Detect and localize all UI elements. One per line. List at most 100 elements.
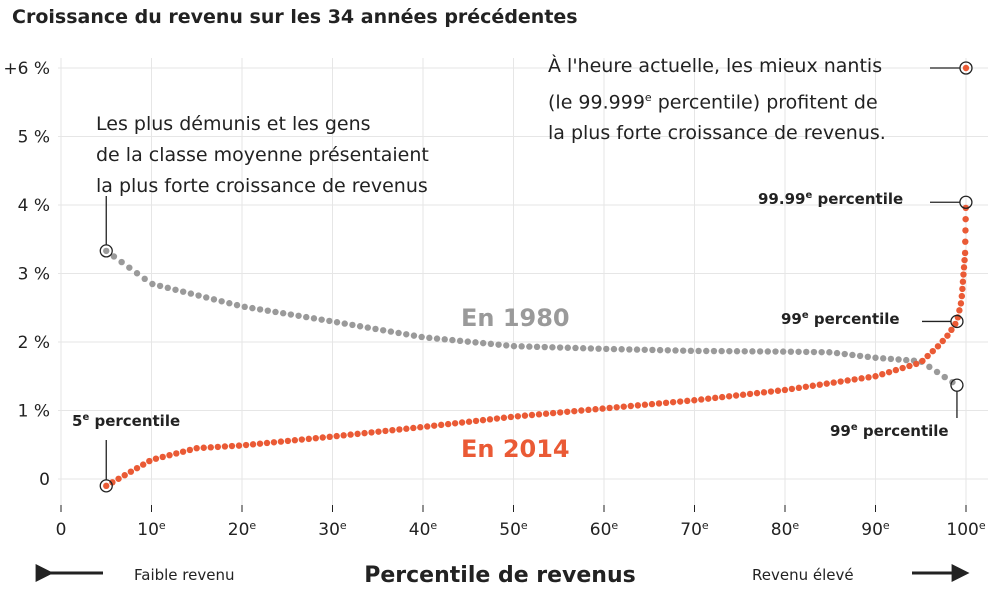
series-1980-dot [249,304,256,312]
series-2014-dot [781,386,789,394]
series-2014-dot [961,256,968,264]
series-1980-dot [141,275,148,283]
series-1980-dot [633,346,641,353]
series-2014-dot [152,455,160,462]
series-2014-dot [960,264,968,271]
series-2014-dot [319,434,326,441]
series-2014-dot [844,377,851,384]
series-2014-dot [684,397,691,405]
series-2014-dot [521,412,529,419]
series-2014-dot [698,396,705,403]
series-2014-dot [957,300,965,307]
y-tick-label: 2 % [18,333,50,353]
series-2014-dot [173,450,180,457]
series-2014-dot [816,381,823,388]
series-1980-dot [510,342,518,350]
x-tick-label: 40e [409,519,438,540]
label-99-percentile-2014: 99e percentile [781,310,900,328]
series-2014-dot [739,391,747,398]
series-1980-dot [495,341,502,348]
series-2014-dot [865,374,872,381]
series-2014-dot [221,443,229,450]
x-tick-label: 30e [318,519,347,540]
series-1980-dot [110,253,118,260]
label-9999-suffix: percentile [812,190,904,208]
series-2014-dot [410,424,417,432]
series-2014-dot [326,433,333,441]
series-2014-dot [892,366,900,374]
series-2014-dot [354,430,361,438]
series-1980-dot [741,348,748,355]
series-2014-dot [599,405,606,412]
series-2014-dot [725,393,733,400]
series-1980-dot [210,296,218,303]
series-2014-dot [542,410,550,417]
series-2014-dot [193,444,200,452]
label-9999-number: 99.99 [758,190,806,208]
series-1980-dot [649,346,656,354]
series-2014-dot [514,413,522,420]
series-1980-dot [503,342,510,349]
series-1980-dot [195,292,202,299]
series-2014-dot [613,404,620,411]
series-2014-dot [944,332,951,339]
series-2014-dot [389,426,396,434]
series-label-1980: En 1980 [461,304,570,332]
series-1980-dot [572,344,579,352]
series-1980-dot [803,348,810,356]
series-2014-dot [256,440,264,447]
series-2014-dot [486,416,494,423]
series-2014-dot [858,375,865,382]
series-2014-dot [403,425,410,432]
series-1980-dot [733,348,741,355]
series-1980-dot [149,280,156,288]
series-2014-dot [500,414,508,421]
series-1980-dot [410,332,418,339]
series-2014-dot [333,432,340,440]
series-1980-dot [903,356,910,364]
series-1980-dot [926,363,933,371]
series-2014-dot [179,448,187,455]
chart-title: Croissance du revenu sur les 34 années p… [12,6,578,28]
series-2014-dot [340,432,347,439]
label-5th-number: 5 [72,412,83,430]
series-2014-dot [291,437,299,444]
series-2014-dot [347,431,354,438]
annotation-top-line2-sup: e [644,91,652,104]
series-2014-dot [788,385,796,393]
label-5th-suffix: percentile [89,412,181,430]
series-2014-dot [493,415,501,422]
series-2014-dot [962,227,969,234]
series-2014-dot [535,411,543,418]
series-1980-dot [564,344,571,351]
series-2014-dot [627,402,634,410]
series-2014-dot [396,426,403,433]
series-1980-dot [641,346,648,353]
x-tick-label: 50e [499,519,528,540]
y-tick-label: 5 % [18,128,50,148]
series-2014-dot [507,413,515,421]
x-tick-label: 60e [590,519,619,540]
series-1980-dot [264,307,271,314]
series-2014-dot [962,64,970,72]
series-2014-dot [929,347,936,355]
series-2014-dot [159,453,166,461]
series-2014-dot [368,429,375,436]
series-1980-dot [164,284,171,292]
series-1980-dot [933,368,941,376]
series-1980-dot [418,333,425,341]
series-2014-dot [802,383,810,390]
series-1980-dot [695,347,702,355]
series-2014-dot [228,442,236,450]
series-2014-dot [906,362,913,370]
label-5th-sup: e [82,412,90,423]
series-2014-dot [103,482,110,490]
series-1980-dot [241,303,248,311]
series-2014-dot [444,420,452,428]
series-1980-dot [226,300,233,307]
series-1980-dot [433,335,441,342]
series-label-2014: En 2014 [461,435,570,463]
series-2014-dot [960,271,967,278]
series-2014-dot [795,384,803,392]
